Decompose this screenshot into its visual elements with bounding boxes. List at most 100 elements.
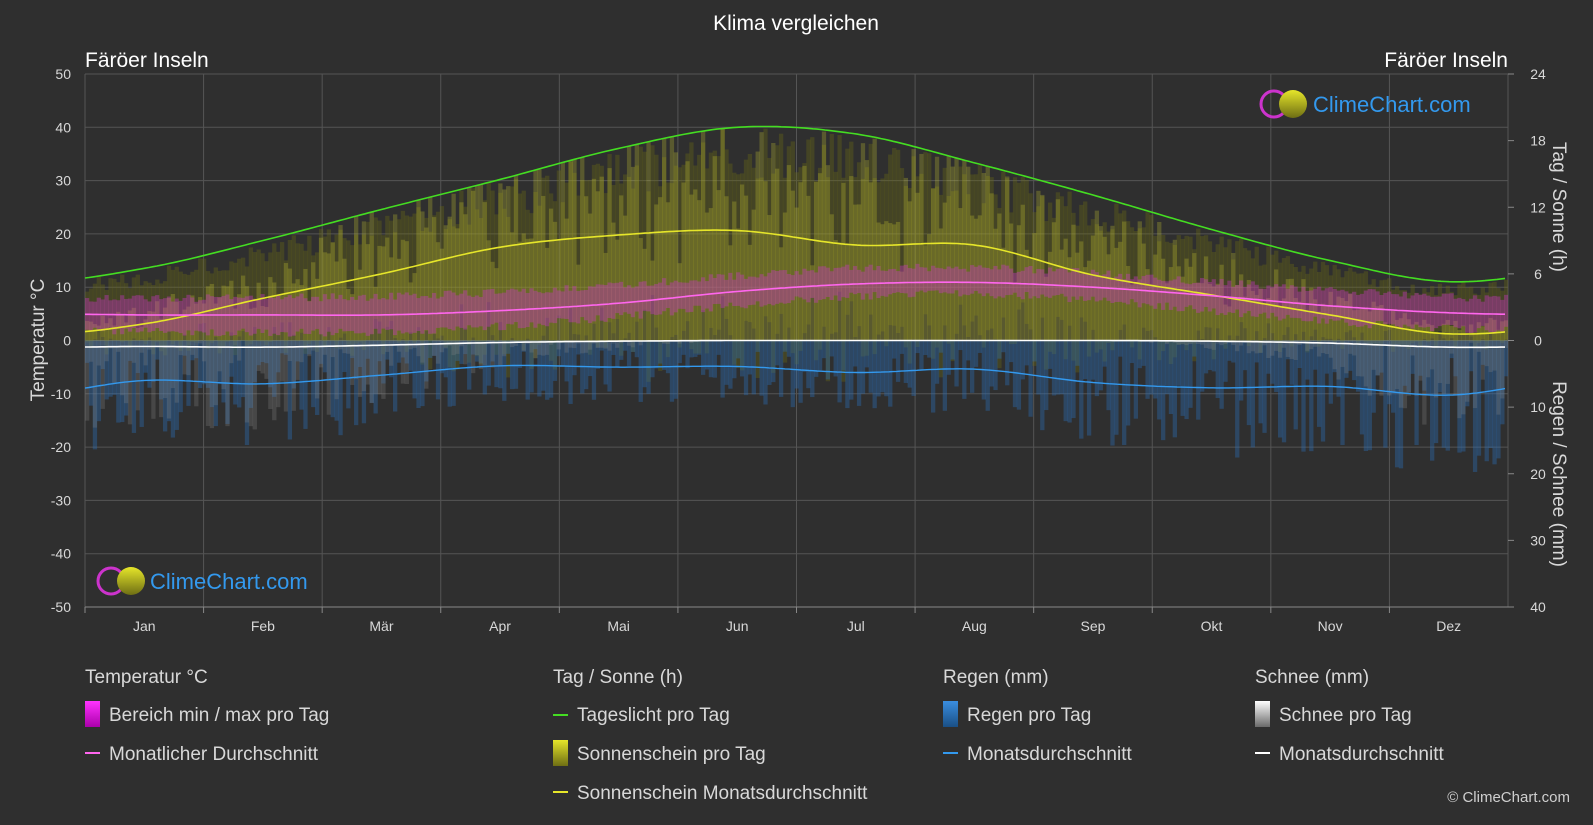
sunshine-day-bar [166,265,172,332]
rain-day-bar [1289,340,1294,385]
sunshine-day-bar [127,288,133,347]
sunshine-day-bar [541,177,546,336]
sunshine-day-bar [759,132,764,341]
temp-range-day-bar [564,285,569,319]
rain-day-bar [1430,340,1435,461]
sunshine-day-bar [408,282,413,341]
snow-day-bar [1324,340,1330,355]
sunshine-day-bar [1488,282,1493,332]
sunshine-day-bar [545,247,550,341]
temp-range-day-bar [1328,287,1333,320]
rain-day-bar [1348,340,1353,371]
sunshine-day-bar [1469,324,1474,341]
sunshine-day-bar [708,152,714,328]
temp-range-day-bar [1036,268,1041,299]
sunshine-day-bar [272,282,277,341]
sunshine-day-bar [1192,253,1197,341]
temp-range-day-bar [1141,276,1146,304]
sunshine-day-bar [763,128,768,317]
snow-day-bar [350,340,355,385]
rain-day-bar [1133,340,1139,419]
sunshine-day-bar [1500,321,1505,341]
sunshine-day-bar [1180,276,1185,341]
sunshine-day-bar [1079,241,1084,341]
sunshine-day-bar [1309,268,1314,337]
sunshine-day-bar [1441,293,1447,339]
rain-day-bar [240,340,246,398]
sunshine-day-bar [587,179,593,355]
sunshine-day-bar [123,322,129,341]
sunshine-day-bar [537,205,542,345]
sunshine-day-bar [229,280,234,341]
watermark-text-top: ClimeChart.com [1313,92,1471,117]
sunshine-day-bar [1254,246,1259,332]
sunshine-day-bar [615,154,620,320]
snow-day-bar [1476,340,1482,352]
snow-day-bar [346,340,351,354]
sunshine-day-bar [1492,319,1497,341]
sunshine-day-bar [1063,238,1068,341]
rain-day-bar [1387,340,1392,405]
rain-day-bar [112,340,117,395]
sunshine-day-bar [244,286,250,341]
sunshine-day-bar [256,249,261,342]
temp-range-day-bar [743,278,749,309]
sunshine-day-bar [1367,311,1372,341]
sunshine-day-bar [556,170,562,316]
sunshine-day-bar [1145,269,1150,341]
sunshine-day-bar [1016,182,1022,310]
sunshine-day-bar [794,172,799,365]
sunshine-day-bar [198,297,203,341]
sunshine-avg-line [85,229,1506,335]
rain-day-bar [357,340,363,367]
rain-day-bar [973,340,979,367]
sunshine-day-bar [377,245,382,341]
sunshine-day-bar [685,161,690,341]
sunshine-day-bar [638,146,643,342]
rain-day-bar [856,340,862,406]
sunshine-day-bar [1106,254,1111,341]
sunshine-day-bar [1406,292,1411,350]
rain-day-bar [264,340,269,364]
snow-day-bar [1231,340,1236,345]
snow-day-bar [1480,340,1486,380]
sunshine-day-bar [190,295,195,341]
snow-day-bar [404,340,409,385]
rain-day-bar [1472,340,1478,472]
sunshine-day-bar [782,212,788,341]
snow-day-bar [1437,340,1443,383]
sunshine-day-bar [934,186,940,348]
sunshine-day-bar [287,239,293,323]
sunshine-day-bar [751,209,756,341]
rain-day-bar [915,340,920,354]
sunshine-day-bar [447,216,452,341]
rain-day-bar [295,340,300,362]
rain-day-bar [1301,340,1306,452]
temp-range-day-bar [1340,289,1345,319]
sunshine-day-bar [1410,284,1415,344]
snow-day-bar [330,340,335,358]
snow-day-bar [1426,340,1431,378]
sunshine-day-bar [447,219,452,367]
sunshine-day-bar [455,224,460,370]
snow-day-bar [1367,340,1372,396]
sunshine-day-bar [634,165,640,322]
rain-day-bar [529,340,534,393]
sunshine-day-bar [170,294,176,341]
rain-day-bar [572,340,577,376]
snow-day-bar [279,340,285,382]
sunshine-day-bar [502,189,507,341]
temp-range-day-bar [1484,295,1489,331]
sunshine-day-bar [591,178,597,341]
sunshine-day-bar [548,193,554,361]
sunshine-day-bar [693,165,698,354]
sunshine-day-bar [1270,288,1275,341]
sunshine-day-bar [564,218,569,341]
temp-range-day-bar [552,287,558,324]
temp-range-day-bar [1359,293,1365,327]
rain-day-bar [802,340,807,372]
sunshine-day-bar [919,173,924,340]
temp-range-day-bar [1469,298,1474,334]
snow-day-bar [584,340,589,353]
watermark-text-bottom: ClimeChart.com [150,569,308,594]
